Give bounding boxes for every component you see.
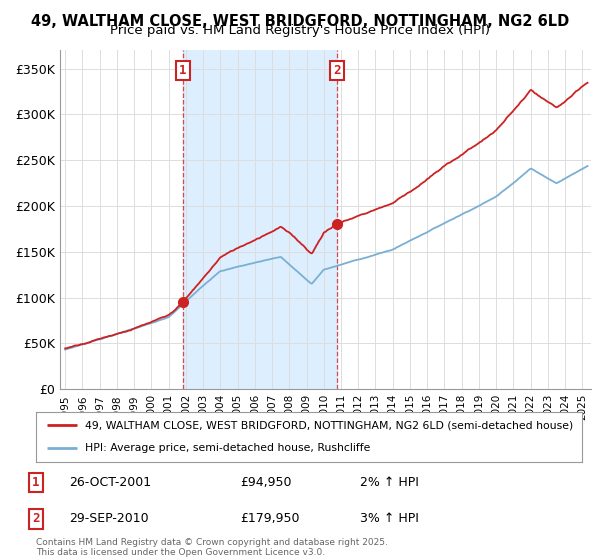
Text: 1: 1	[179, 64, 187, 77]
Text: 2: 2	[32, 512, 40, 525]
Text: 49, WALTHAM CLOSE, WEST BRIDGFORD, NOTTINGHAM, NG2 6LD: 49, WALTHAM CLOSE, WEST BRIDGFORD, NOTTI…	[31, 14, 569, 29]
Text: HPI: Average price, semi-detached house, Rushcliffe: HPI: Average price, semi-detached house,…	[85, 444, 371, 454]
Text: 1: 1	[32, 476, 40, 489]
Text: 49, WALTHAM CLOSE, WEST BRIDGFORD, NOTTINGHAM, NG2 6LD (semi-detached house): 49, WALTHAM CLOSE, WEST BRIDGFORD, NOTTI…	[85, 420, 574, 430]
Bar	[183, 50, 337, 389]
Text: £179,950: £179,950	[240, 512, 299, 525]
Text: 29-SEP-2010: 29-SEP-2010	[69, 512, 149, 525]
Text: 2: 2	[333, 64, 340, 77]
Text: 26-OCT-2001: 26-OCT-2001	[69, 476, 151, 489]
Text: £94,950: £94,950	[240, 476, 292, 489]
Text: 2% ↑ HPI: 2% ↑ HPI	[360, 476, 419, 489]
Text: 3% ↑ HPI: 3% ↑ HPI	[360, 512, 419, 525]
Text: Contains HM Land Registry data © Crown copyright and database right 2025.
This d: Contains HM Land Registry data © Crown c…	[36, 538, 388, 557]
Text: Price paid vs. HM Land Registry's House Price Index (HPI): Price paid vs. HM Land Registry's House …	[110, 24, 490, 37]
